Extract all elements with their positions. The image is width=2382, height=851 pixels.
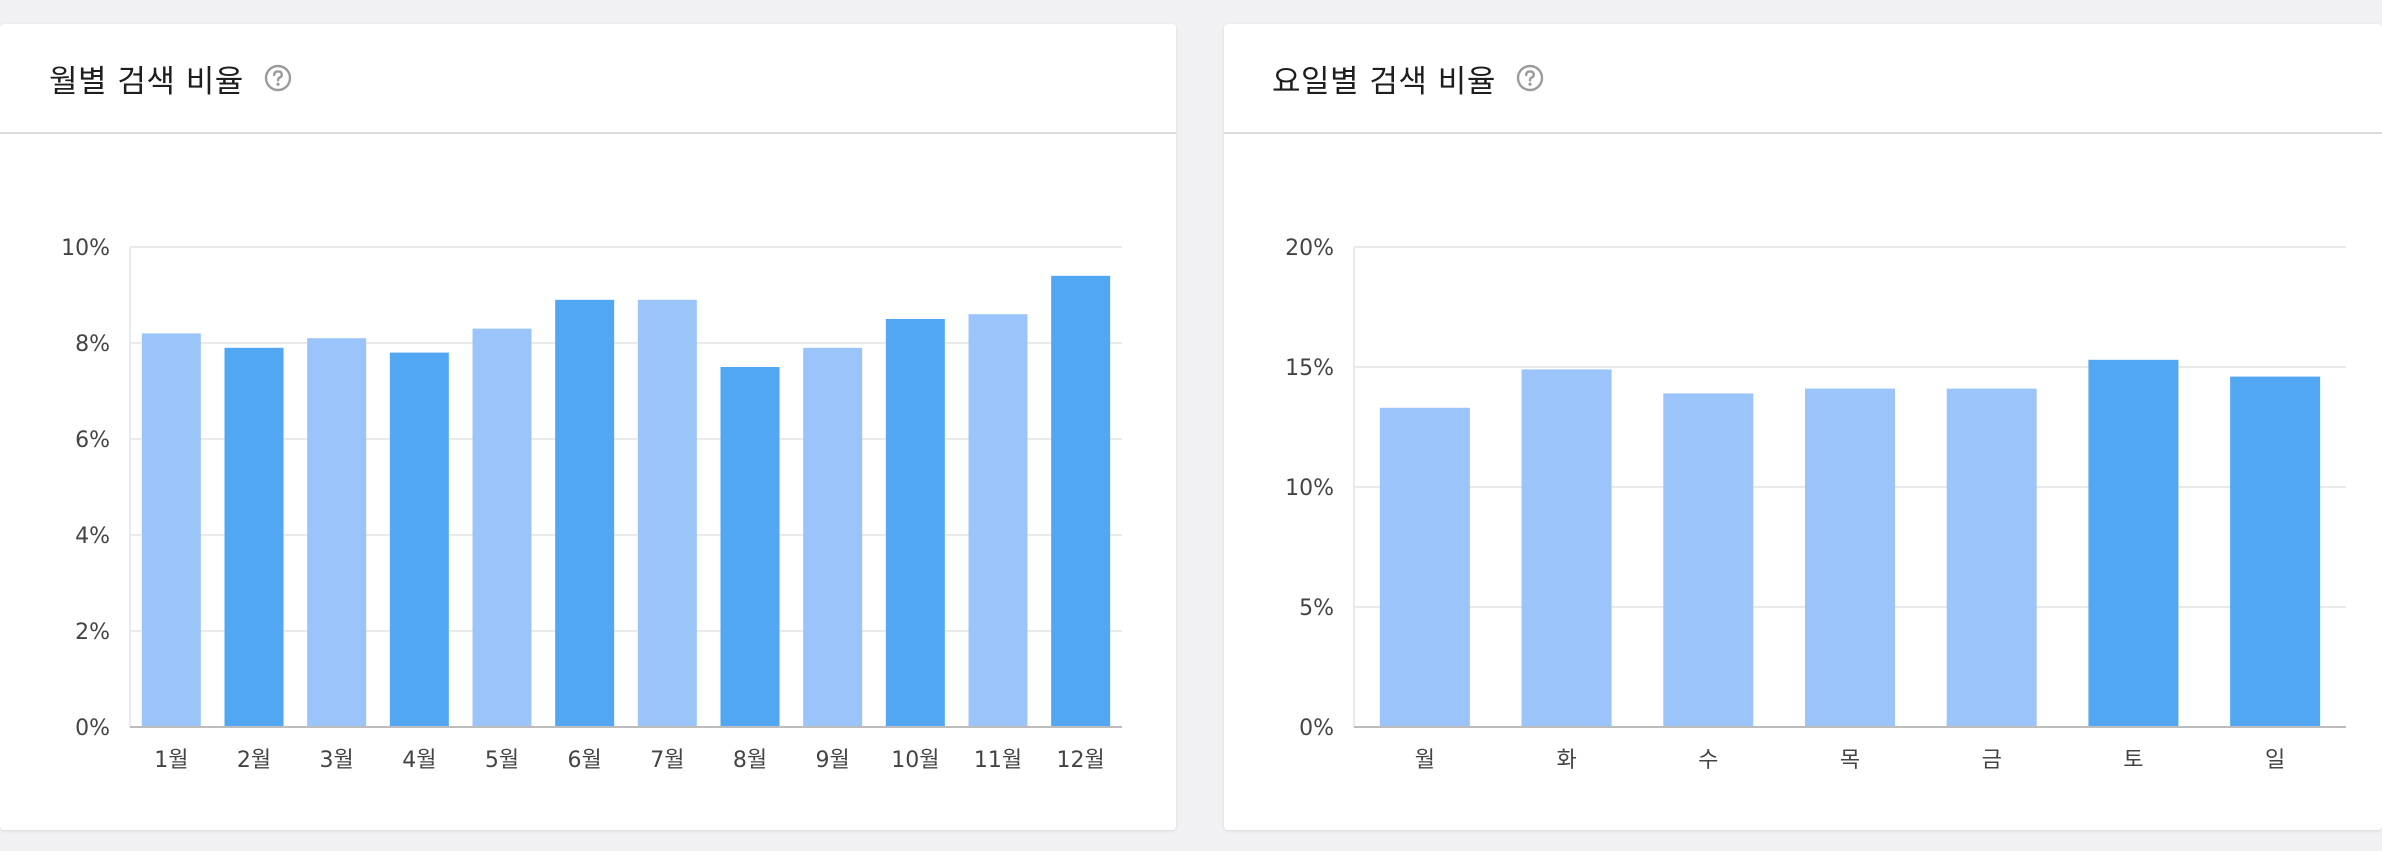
y-tick-label: 10% (1285, 476, 1334, 501)
x-tick-label: 토 (2123, 748, 2143, 773)
weekday-card-title: 요일별 검색 비율 (1272, 63, 1496, 100)
y-tick-label: 5% (1299, 596, 1334, 621)
bar-일[interactable] (2230, 376, 2321, 727)
bar-9월[interactable] (803, 347, 863, 727)
weekday-bar-chart: 0% 5% 10% 15% 20% 월 화 수 목 금 토 일 (1285, 236, 2346, 773)
bar-수[interactable] (1663, 393, 1754, 727)
y-tick-label: 0% (75, 716, 110, 741)
question-circle-icon[interactable] (264, 64, 292, 92)
bar-12월[interactable] (1051, 275, 1111, 727)
x-tick-label: 12월 (1057, 748, 1105, 773)
y-tick-label: 6% (75, 428, 110, 453)
x-tick-label: 일 (2265, 748, 2285, 773)
x-tick-label: 11월 (974, 748, 1022, 773)
bar-5월[interactable] (472, 328, 532, 727)
weekday-search-ratio-card: 요일별 검색 비율 0% 5% 10% 15% 20% 월 화 수 목 금 토 일 (1224, 24, 2382, 830)
monthly-bar-chart: 0% 2% 4% 6% 8% 10% 1월 2월 3월 4월 5월 6월 7월 8월 9월 10월 11월 12월 (61, 236, 1122, 773)
x-tick-label: 월 (1415, 748, 1435, 773)
weekday-card-header: 요일별 검색 비율 (1224, 24, 2382, 134)
bar-4월[interactable] (389, 352, 449, 727)
y-tick-label: 20% (1285, 236, 1334, 261)
bar-토[interactable] (2088, 359, 2179, 727)
y-tick-label: 10% (61, 236, 110, 261)
x-tick-label: 8월 (733, 748, 767, 773)
monthly-card-header: 월별 검색 비율 (0, 24, 1176, 134)
y-tick-label: 15% (1285, 356, 1334, 381)
question-circle-icon[interactable] (1516, 64, 1544, 92)
bar-11월[interactable] (968, 314, 1028, 727)
y-tick-label: 0% (1299, 716, 1334, 741)
bar-6월[interactable] (555, 299, 615, 727)
bar-8월[interactable] (720, 367, 780, 727)
bar-화[interactable] (1521, 369, 1612, 727)
x-tick-label: 3월 (320, 748, 354, 773)
y-tick-label: 2% (75, 620, 110, 645)
x-tick-label: 2월 (237, 748, 271, 773)
bar-1월[interactable] (141, 333, 201, 727)
bar-목[interactable] (1805, 388, 1895, 727)
x-tick-label: 4월 (402, 748, 436, 773)
x-tick-label: 화 (1556, 748, 1576, 773)
bar-금[interactable] (1946, 388, 2037, 727)
x-tick-label: 1월 (154, 748, 188, 773)
y-tick-label: 4% (75, 524, 110, 549)
bar-7월[interactable] (637, 299, 697, 727)
bar-2월[interactable] (224, 347, 284, 727)
monthly-search-ratio-card: 월별 검색 비율 0% 2% 4% 6% 8% 10% 1월 2월 3월 4월 5월 6월 7월 8월 9월… (0, 24, 1176, 830)
y-tick-label: 8% (75, 332, 110, 357)
x-tick-label: 5월 (485, 748, 519, 773)
x-tick-label: 9월 (816, 748, 850, 773)
bar-10월[interactable] (885, 319, 945, 727)
x-tick-label: 금 (1982, 748, 2002, 773)
bar-월[interactable] (1379, 407, 1470, 727)
x-tick-label: 6월 (568, 748, 602, 773)
bar-3월[interactable] (307, 338, 367, 727)
x-tick-label: 7월 (650, 748, 684, 773)
x-tick-label: 수 (1698, 748, 1718, 773)
x-tick-label: 목 (1840, 748, 1860, 773)
x-tick-label: 10월 (891, 748, 939, 773)
monthly-card-title: 월별 검색 비율 (49, 63, 244, 100)
